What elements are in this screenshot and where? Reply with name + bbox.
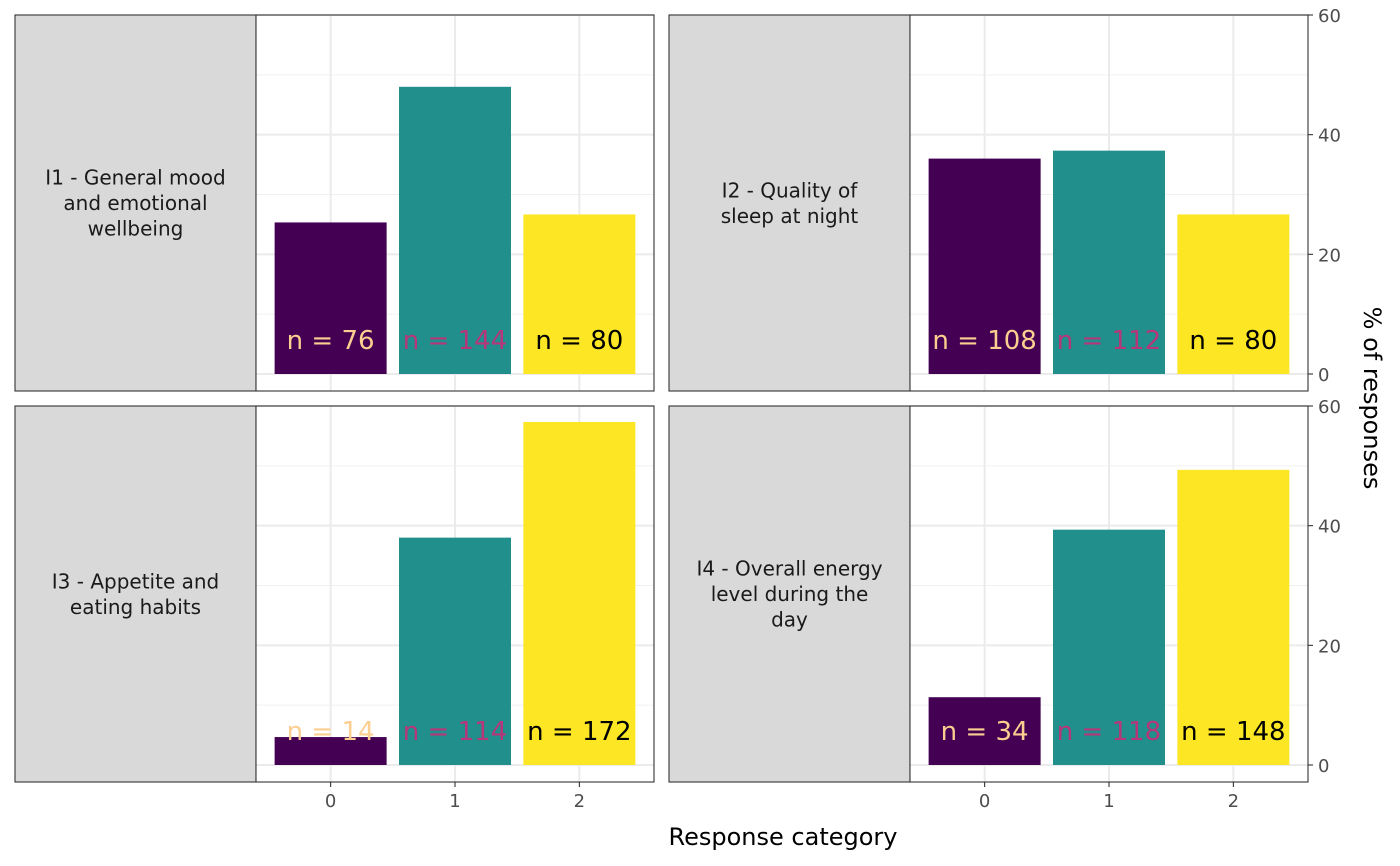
bar-count-label: n = 118 <box>1057 717 1161 747</box>
panel-border <box>255 14 655 392</box>
strip-label-line: sleep at night <box>721 204 859 228</box>
y-tick-label: 40 <box>1318 126 1341 147</box>
strip-label-line: I3 - Appetite and <box>52 569 219 593</box>
bar-2 <box>523 421 636 765</box>
y-axis-title: % of responses <box>1358 307 1386 490</box>
bar-count-label: n = 114 <box>403 717 507 747</box>
strip-label-line: day <box>771 608 808 632</box>
strip-label-line: I1 - General mood <box>45 166 225 190</box>
bar-count-label: n = 14 <box>287 717 375 747</box>
x-tick-label: 2 <box>1228 791 1239 812</box>
bar-2 <box>523 214 636 374</box>
y-tick-label: 60 <box>1318 397 1341 418</box>
bar-0 <box>274 222 387 374</box>
x-tick-label: 2 <box>574 791 585 812</box>
strip-label: I1 - General mood and emotional wellbeing <box>45 166 225 241</box>
bar-count-label: n = 80 <box>535 326 623 356</box>
strip-label: I3 - Appetite and eating habits <box>52 569 219 619</box>
strip-label: I4 - Overall energy level during the day <box>696 557 882 632</box>
strip-background <box>14 405 257 783</box>
y-tick-label: 0 <box>1318 365 1329 386</box>
x-tick-label: 1 <box>1103 791 1114 812</box>
bar-count-label: n = 148 <box>1181 717 1285 747</box>
bar-0 <box>928 158 1041 374</box>
bar-count-label: n = 172 <box>527 717 631 747</box>
bar-count-label: n = 80 <box>1189 326 1277 356</box>
strip-background <box>14 14 257 392</box>
x-tick-label: 0 <box>325 791 336 812</box>
strip-label: I2 - Quality of sleep at night <box>721 178 859 228</box>
strip-label-line: I4 - Overall energy <box>696 557 882 581</box>
strip-label-line: eating habits <box>70 595 201 619</box>
bar-0 <box>928 697 1041 765</box>
panel-2: I2 - Quality of sleep at night n = 108 n = … <box>668 6 1341 392</box>
panel-border <box>909 14 1309 392</box>
panel-1: I1 - General mood and emotional wellbeing n… <box>14 14 655 392</box>
strip-label-line: and emotional <box>63 191 207 215</box>
bar-1 <box>399 537 511 765</box>
y-tick-label: 20 <box>1318 636 1341 657</box>
bar-count-label: n = 144 <box>403 326 507 356</box>
bar-2 <box>1177 469 1290 765</box>
x-axis-title: Response category <box>669 823 898 851</box>
bar-0 <box>274 737 387 765</box>
bar-count-label: n = 76 <box>287 326 375 356</box>
panel-3: I3 - Appetite and eating habits n = 14 n = … <box>14 405 655 812</box>
y-tick-label: 0 <box>1318 756 1329 777</box>
strip-background <box>668 405 911 783</box>
bar-1 <box>1053 529 1165 765</box>
y-tick-label: 40 <box>1318 517 1341 538</box>
x-tick-label: 0 <box>979 791 990 812</box>
x-tick-label: 1 <box>449 791 460 812</box>
strip-label-line: wellbeing <box>88 217 184 241</box>
y-tick-label: 60 <box>1318 6 1341 27</box>
bar-count-label: n = 112 <box>1057 326 1161 356</box>
bar-1 <box>1053 150 1165 374</box>
bar-count-label: n = 34 <box>941 717 1029 747</box>
strip-label-line: I2 - Quality of <box>722 178 859 202</box>
y-tick-label: 20 <box>1318 245 1341 266</box>
panel-4: I4 - Overall energy level during the day n … <box>668 397 1341 812</box>
bar-2 <box>1177 214 1290 374</box>
bar-1 <box>399 86 511 375</box>
strip-background <box>668 14 911 392</box>
strip-label-line: level during the <box>711 582 869 606</box>
bar-count-label: n = 108 <box>932 326 1036 356</box>
